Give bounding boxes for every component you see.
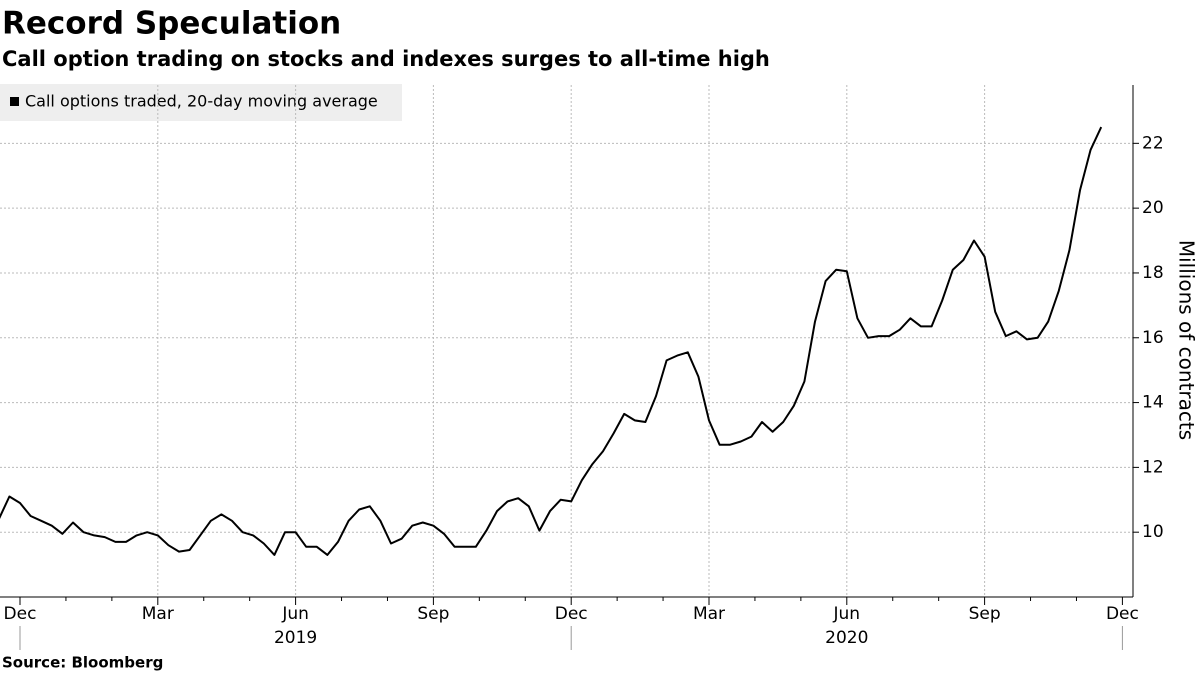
chart-title: Record Speculation: [2, 6, 341, 42]
y-tick-label: 18: [1142, 263, 1164, 283]
x-tick-label: Dec: [4, 604, 37, 624]
y-tick-label: 20: [1142, 198, 1164, 218]
y-axis-label: Millions of contracts: [1175, 240, 1199, 440]
x-tick-label: Sep: [969, 604, 1001, 624]
legend-box: [0, 84, 402, 121]
x-tick-label: Jun: [281, 604, 309, 624]
legend-label: Call options traded, 20-day moving avera…: [25, 92, 378, 111]
legend-swatch: [10, 97, 19, 106]
y-tick-label: 12: [1142, 457, 1164, 477]
y-tick-label: 14: [1142, 393, 1164, 413]
data-line: [0, 126, 1103, 556]
chart-subtitle: Call option trading on stocks and indexe…: [2, 47, 770, 71]
y-tick-label: 16: [1142, 328, 1164, 348]
x-tick-label: Dec: [1106, 604, 1139, 624]
year-label: 2020: [825, 628, 868, 648]
x-tick-label: Sep: [417, 604, 449, 624]
x-tick-label: Dec: [555, 604, 588, 624]
year-label: 2019: [274, 628, 317, 648]
x-tick-label: Jun: [833, 604, 861, 624]
source: Source: Bloomberg: [2, 654, 163, 672]
y-tick-label: 10: [1142, 522, 1164, 542]
x-tick-label: Mar: [142, 604, 174, 624]
x-tick-label: Mar: [693, 604, 725, 624]
y-tick-label: 22: [1142, 133, 1164, 153]
